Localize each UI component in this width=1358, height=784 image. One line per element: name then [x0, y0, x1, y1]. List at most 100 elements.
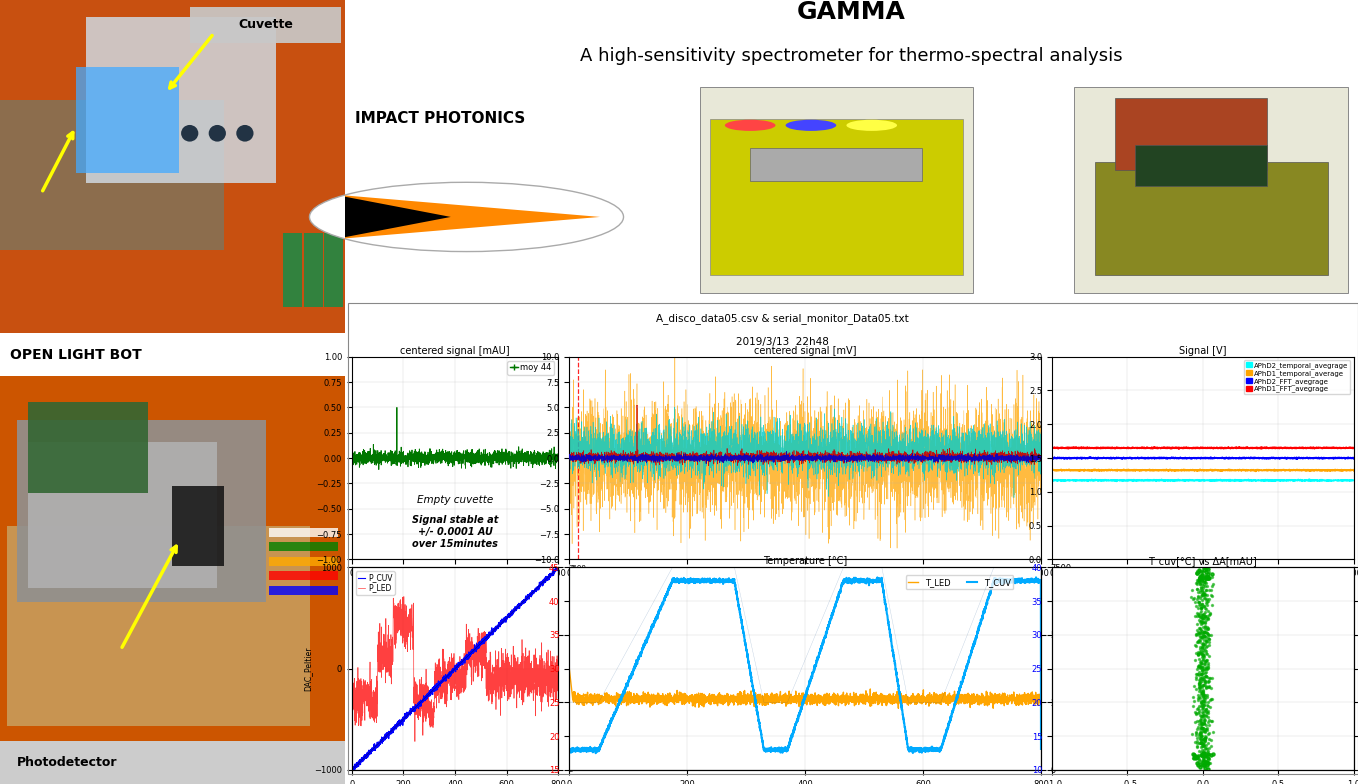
Bar — [190, 7, 341, 43]
Point — [1202, 693, 1224, 706]
Point — [1188, 575, 1210, 588]
Point — [1195, 626, 1217, 638]
Point — [1190, 607, 1211, 619]
Point — [1191, 585, 1213, 597]
Circle shape — [846, 120, 898, 131]
Point — [1194, 634, 1215, 647]
Point — [1184, 706, 1206, 719]
Point — [1196, 605, 1218, 618]
Point — [1200, 590, 1222, 603]
Point — [1190, 622, 1211, 634]
Point — [1199, 757, 1221, 769]
Circle shape — [209, 125, 225, 142]
Point — [1191, 674, 1213, 687]
Point — [1194, 630, 1215, 643]
Point — [1198, 748, 1219, 760]
Point — [1195, 662, 1217, 674]
Point — [1191, 685, 1213, 698]
Point — [1186, 647, 1207, 659]
T_LED — [561, 664, 577, 673]
Point — [1188, 572, 1210, 584]
Point — [1190, 667, 1211, 680]
Point — [1190, 709, 1211, 721]
Point — [1194, 739, 1215, 752]
Point — [1186, 732, 1207, 745]
Point — [1199, 693, 1221, 706]
Point — [1190, 633, 1211, 646]
Point — [1191, 615, 1213, 627]
Point — [1194, 610, 1215, 622]
Point — [1191, 575, 1213, 587]
Point — [1199, 607, 1221, 619]
Point — [1190, 592, 1211, 604]
Point — [1195, 570, 1217, 583]
Point — [1191, 663, 1213, 676]
Point — [1198, 705, 1219, 717]
Point — [1198, 631, 1219, 644]
Bar — [1115, 98, 1267, 170]
Point — [1196, 612, 1218, 625]
Point — [1183, 593, 1205, 605]
Point — [1198, 742, 1219, 754]
Point — [1190, 737, 1211, 750]
Bar — [269, 586, 338, 595]
Point — [1186, 618, 1207, 630]
Point — [1192, 747, 1214, 760]
Point — [1191, 647, 1213, 659]
P_CUV — [439, 673, 455, 682]
Point — [1186, 683, 1207, 695]
Point — [1188, 564, 1210, 576]
Point — [1183, 749, 1205, 761]
Point — [1190, 692, 1211, 705]
Point — [1187, 720, 1209, 733]
Point — [1198, 674, 1219, 687]
P_CUV — [444, 666, 460, 676]
Point — [1200, 715, 1222, 728]
Point — [1184, 735, 1206, 748]
Point — [1188, 677, 1210, 690]
Point — [1195, 594, 1217, 607]
Point — [1194, 658, 1215, 670]
Point — [1192, 587, 1214, 600]
Point — [1191, 648, 1213, 661]
Point — [1195, 670, 1217, 682]
Point — [1195, 719, 1217, 731]
Point — [1194, 605, 1215, 618]
Point — [1194, 599, 1215, 612]
Point — [1196, 568, 1218, 580]
Point — [1191, 722, 1213, 735]
Point — [1188, 629, 1210, 641]
Point — [1195, 636, 1217, 648]
Point — [1190, 749, 1211, 761]
Point — [1190, 715, 1211, 728]
Point — [1199, 680, 1221, 692]
Point — [1196, 572, 1218, 584]
Legend: T_LED, T_CUV: T_LED, T_CUV — [906, 575, 1013, 590]
Point — [1194, 675, 1215, 688]
Point — [1191, 699, 1213, 712]
Text: Empty cuvette: Empty cuvette — [417, 495, 493, 505]
Point — [1191, 732, 1213, 745]
P_CUV — [545, 567, 561, 576]
Point — [1195, 617, 1217, 630]
Point — [1188, 608, 1210, 620]
Point — [1187, 609, 1209, 622]
Point — [1195, 655, 1217, 667]
Point — [1194, 642, 1215, 655]
Point — [1194, 639, 1215, 652]
Point — [1188, 595, 1210, 608]
Point — [1195, 699, 1217, 711]
Point — [1192, 689, 1214, 702]
Text: GAMMA: GAMMA — [797, 0, 906, 24]
Point — [1192, 690, 1214, 702]
Point — [1190, 581, 1211, 593]
Polygon shape — [333, 194, 600, 239]
Text: 2019/3/13  22h48: 2019/3/13 22h48 — [736, 336, 830, 347]
Point — [1190, 737, 1211, 750]
Circle shape — [181, 125, 198, 142]
Point — [1196, 626, 1218, 639]
P_LED — [439, 696, 455, 706]
Legend: moy 44: moy 44 — [507, 361, 554, 375]
Point — [1195, 583, 1217, 596]
Point — [1192, 637, 1214, 649]
